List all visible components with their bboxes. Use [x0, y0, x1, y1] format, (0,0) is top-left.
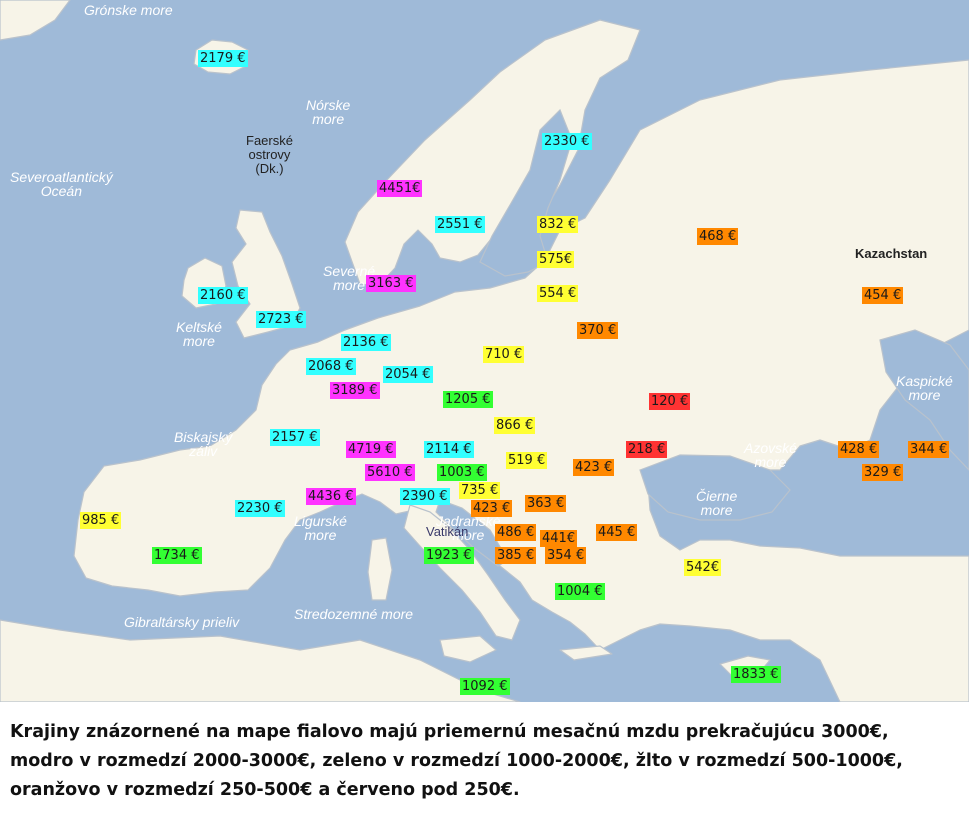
wage-bulgaria: 445 € — [596, 524, 638, 541]
land-label-vatican: Vatikán — [426, 524, 469, 539]
wage-malta: 1092 € — [460, 678, 510, 695]
sea-label-caspian-sea: Kaspické more — [896, 373, 953, 403]
sea-label-ligurian-sea: Ligurské more — [294, 513, 347, 543]
caption-line: Krajiny znázornené na mape fialovo majú … — [10, 722, 889, 742]
sea-label-gibraltar-strait: Gibraltársky prieliv — [124, 614, 240, 630]
wage-kazakhstan: 454 € — [862, 287, 904, 304]
legend-caption: Krajiny znázornené na mape fialovo majú … — [10, 718, 960, 805]
baltic-sea-water — [479, 108, 573, 277]
sea-label-mediterranean-sea: Stredozemné more — [294, 606, 414, 622]
sea-label-black-sea: Čierne more — [696, 488, 738, 518]
wage-denmark: 3163 € — [366, 275, 416, 292]
caption-line: oranžovo v rozmedzí 250-500€ a červeno p… — [10, 780, 520, 800]
wage-macedonia: 354 € — [545, 547, 587, 564]
caspian-sea-water — [879, 329, 969, 471]
land-label-faroe-islands: Faerské ostrovy (Dk.) — [246, 133, 293, 176]
europe-wage-map: Grónske more Nórske more Severoatlantický … — [0, 0, 969, 702]
wage-georgia: 329 € — [862, 464, 904, 481]
wage-poland: 710 € — [483, 346, 525, 363]
wage-slovenia: 1003 € — [437, 464, 487, 481]
wage-spain: 1734 € — [152, 547, 202, 564]
scandinavia-land — [344, 19, 641, 287]
map-base — [0, 0, 969, 702]
wage-slovakia: 866 € — [494, 417, 536, 434]
wage-cyprus: 1833 € — [731, 666, 781, 683]
wage-kosovo: 441€ — [540, 530, 578, 547]
wage-lithuania: 554 € — [537, 285, 579, 302]
wage-france: 2157 € — [270, 429, 320, 446]
wage-belarus: 370 € — [577, 322, 619, 339]
sicily-land — [439, 635, 497, 663]
sea-label-azov-sea: Azovské more — [744, 440, 797, 470]
crete-land — [559, 645, 613, 661]
wage-netherlands: 2136 € — [341, 334, 391, 351]
wage-portugal: 985 € — [80, 512, 122, 529]
wage-switzerland: 5610 € — [365, 464, 415, 481]
mainland-land — [73, 59, 969, 702]
wage-montenegro: 486 € — [495, 524, 537, 541]
wage-norway: 4451€ — [377, 180, 423, 197]
sea-label-celtic-sea: Keltské more — [176, 319, 222, 349]
sea-label-greenland-sea: Grónske more — [84, 2, 173, 18]
wage-germany: 2054 € — [383, 366, 433, 383]
sardinia-land — [367, 537, 393, 601]
wage-russia: 468 € — [697, 228, 739, 245]
wage-albania: 385 € — [495, 547, 537, 564]
sea-label-norwegian-sea: Nórske more — [306, 97, 351, 127]
wage-iceland: 2179 € — [198, 50, 248, 67]
wage-hungary: 519 € — [506, 452, 548, 469]
sea-label-bay-of-biscay: Biskajský záliv — [174, 429, 233, 459]
wage-italy: 1923 € — [424, 547, 474, 564]
caption-line: modro v rozmedzí 2000-3000€, zeleno v ro… — [10, 751, 903, 771]
wage-andorra: 2230 € — [235, 500, 285, 517]
wage-sweden: 2551 € — [435, 216, 485, 233]
sea-label-adriatic-sea: Jadranské more — [436, 513, 501, 543]
black-sea-water — [639, 454, 791, 521]
wage-russia-south: 428 € — [838, 441, 880, 458]
wage-greece: 1004 € — [555, 583, 605, 600]
wage-belgium: 2068 € — [306, 358, 356, 375]
wage-ukraine: 120 € — [649, 393, 691, 410]
wage-uk: 2723 € — [256, 311, 306, 328]
wage-turkey: 542€ — [684, 559, 722, 576]
britain-land — [231, 209, 301, 339]
sea-label-north-sea: Severné more — [323, 263, 376, 293]
wage-luxembourg: 3189 € — [330, 382, 380, 399]
wage-romania: 423 € — [573, 459, 615, 476]
wage-ireland: 2160 € — [198, 287, 248, 304]
wage-san-marino: 2390 € — [400, 488, 450, 505]
greenland-land — [0, 0, 71, 41]
wage-czechia: 1205 € — [443, 391, 493, 408]
wage-azerbaijan: 344 € — [908, 441, 950, 458]
land-label-kazakhstan: Kazachstan — [855, 246, 928, 261]
wage-austria: 2114 € — [424, 441, 474, 458]
africa-land — [0, 619, 521, 702]
wage-bosnia: 423 € — [471, 500, 513, 517]
wage-moldova: 218 € — [626, 441, 668, 458]
wage-serbia: 363 € — [525, 495, 567, 512]
wage-latvia: 575€ — [537, 251, 575, 268]
wage-monaco: 4436 € — [306, 488, 356, 505]
wage-croatia: 735 € — [459, 482, 501, 499]
wage-liechtenstein: 4719 € — [346, 441, 396, 458]
wage-finland: 2330 € — [542, 133, 592, 150]
wage-estonia: 832 € — [537, 216, 579, 233]
sea-label-north-atlantic: Severoatlantický Oceán — [10, 169, 113, 199]
